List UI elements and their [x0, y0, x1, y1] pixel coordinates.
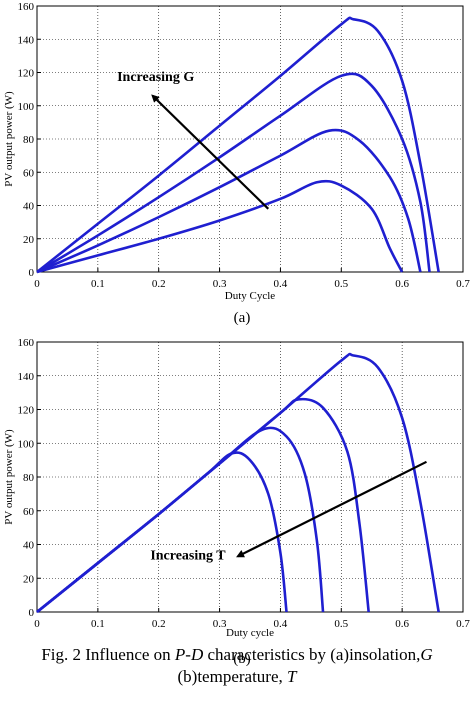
y-tick-label: 80 [23, 134, 35, 146]
x-axis-label: Duty cycle [226, 627, 274, 639]
y-tick-label: 0 [29, 607, 35, 619]
y-tick-label: 100 [18, 438, 35, 450]
y-tick-label: 60 [23, 506, 35, 518]
y-tick-label: 80 [23, 472, 35, 484]
x-tick-label: 0.3 [213, 618, 227, 630]
series-line-4 [36, 352, 440, 614]
y-tick-label: 0 [29, 267, 35, 279]
figure-caption-line-2: (b)temperature, T [0, 666, 474, 688]
x-tick-label: 0.3 [213, 278, 227, 290]
caption-prefix: Fig. 2 Influence on [41, 645, 175, 664]
x-tick-label: 0.4 [274, 618, 288, 630]
y-tick-label: 120 [18, 405, 35, 417]
x-tick-label: 0.2 [152, 618, 166, 630]
annotation-label: Increasing G [117, 70, 194, 85]
x-tick-label: 0.6 [395, 618, 409, 630]
y-tick-label: 100 [18, 101, 35, 113]
chart-panel-b: 0 0.1 0.2 0.3 0.4 0.5 0.6 0.7 0 20 40 60 80 100 120 140… [3, 337, 470, 667]
x-tick-label: 0.5 [334, 618, 348, 630]
y-tick-label: 160 [18, 337, 35, 349]
y-tick-label: 40 [23, 540, 35, 552]
figure-caption-line-1: Fig. 2 Influence on P-D characteristics … [0, 644, 474, 666]
annotation-label: Increasing T [150, 549, 226, 564]
panel-sublabel: (a) [234, 310, 251, 326]
caption-pd: P-D [174, 645, 204, 664]
x-tick-label: 0.1 [91, 278, 105, 290]
x-tick-label: 0.7 [456, 278, 470, 290]
caption-g: G [420, 645, 433, 664]
annotation-arrow [236, 460, 427, 558]
x-tick-label: 0.4 [274, 278, 288, 290]
y-tick-label: 20 [23, 234, 35, 246]
panel-sublabel: (b) [233, 651, 251, 667]
series-line-1 [36, 451, 288, 614]
y-axis-label: PV output power (W) [3, 429, 15, 525]
y-axis-label: PV output power (W) [3, 91, 15, 187]
caption-mid: characteristics by (a)insolation, [203, 645, 421, 664]
series-line-3 [36, 72, 431, 274]
series-line-3 [36, 397, 370, 614]
x-tick-label: 0 [34, 618, 40, 630]
x-tick-label: 0.1 [91, 618, 105, 630]
series-line-2 [36, 128, 422, 274]
y-tick-label: 120 [18, 68, 35, 80]
series-line-2 [36, 426, 325, 614]
x-tick-label: 0.2 [152, 278, 166, 290]
chart-panel-a: 0 0.1 0.2 0.3 0.4 0.5 0.6 0.7 0 20 40 60 80 100 120 140… [3, 1, 470, 326]
x-tick-label: 0.5 [334, 278, 348, 290]
y-tick-label: 20 [23, 573, 35, 585]
x-tick-label: 0.6 [395, 278, 409, 290]
y-tick-label: 160 [18, 1, 35, 13]
x-tick-label: 0.7 [456, 618, 470, 630]
y-tick-label: 60 [23, 167, 35, 179]
x-tick-label: 0 [34, 278, 40, 290]
x-axis-label: Duty Cycle [225, 290, 276, 302]
caption-prefix-2: (b)temperature, [177, 667, 288, 686]
y-tick-label: 40 [23, 201, 35, 213]
annotation-arrow [151, 94, 270, 210]
y-tick-label: 140 [18, 371, 35, 383]
series-line-4 [36, 16, 440, 274]
caption-t: T [287, 667, 297, 686]
y-tick-label: 140 [18, 34, 35, 46]
series-line-1 [36, 179, 404, 274]
